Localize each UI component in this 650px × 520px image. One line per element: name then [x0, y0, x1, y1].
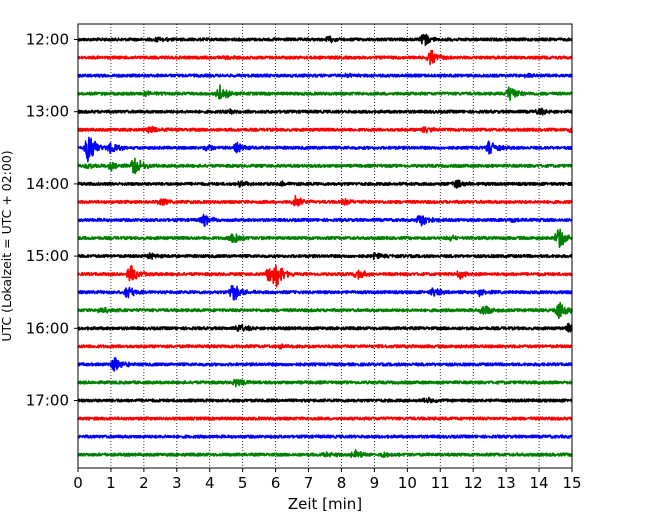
y-axis-label: UTC (Lokalzeit = UTC + 02:00) — [0, 150, 14, 341]
trace-line — [77, 49, 573, 66]
x-tick-label: 14 — [530, 474, 549, 492]
trace-line — [77, 322, 573, 333]
x-tick-label: 4 — [205, 474, 215, 492]
plot-area — [78, 24, 572, 468]
trace-line — [77, 157, 573, 175]
trace-line — [77, 378, 573, 388]
x-tick-label: 8 — [337, 474, 347, 492]
plot-frame — [77, 23, 573, 469]
trace-line — [77, 179, 573, 189]
trace-line — [77, 434, 573, 439]
trace-line — [77, 125, 573, 134]
trace-line — [77, 343, 573, 350]
trace-line — [77, 396, 573, 404]
trace-line — [77, 194, 573, 207]
trace-line — [77, 252, 573, 261]
trace-line — [77, 107, 573, 116]
x-axis-ticks: 0 1 2 3 4 5 6 7 8 9 10 11 12 13 14 15 — [73, 468, 582, 492]
y-tick-label: 15:00 — [26, 247, 69, 265]
trace-line — [77, 448, 573, 459]
x-tick-label: 10 — [398, 474, 417, 492]
y-tick-label: 13:00 — [26, 103, 69, 121]
x-tick-label: 6 — [271, 474, 281, 492]
x-tick-label: 12 — [464, 474, 483, 492]
trace-line — [77, 284, 573, 301]
trace-line — [77, 213, 573, 227]
trace-line — [77, 264, 573, 288]
trace-line — [77, 228, 573, 249]
trace-line — [77, 136, 573, 163]
trace-line — [77, 84, 573, 102]
x-tick-label: 5 — [238, 474, 248, 492]
x-axis-label: Zeit [min] — [288, 495, 362, 513]
x-tick-label: 3 — [172, 474, 182, 492]
y-axis-ticks: 12:00 13:00 14:00 15:00 16:00 17:00 — [26, 31, 78, 410]
grid-lines — [110, 24, 540, 468]
x-tick-label: 7 — [304, 474, 314, 492]
x-tick-label: 15 — [562, 474, 581, 492]
y-tick-label: 12:00 — [26, 31, 69, 49]
x-tick-label: 13 — [497, 474, 516, 492]
y-tick-label: 17:00 — [26, 392, 69, 410]
trace-line — [77, 301, 573, 320]
trace-line — [77, 357, 573, 372]
trace-line — [77, 416, 573, 421]
x-tick-label: 2 — [139, 474, 149, 492]
x-tick-label: 1 — [106, 474, 116, 492]
trace-line — [77, 72, 573, 79]
y-tick-label: 14:00 — [26, 175, 69, 193]
trace-line — [77, 33, 573, 47]
y-tick-label: 16:00 — [26, 319, 69, 337]
x-tick-label: 9 — [370, 474, 380, 492]
x-tick-label: 11 — [431, 474, 450, 492]
seismogram-traces — [77, 33, 573, 459]
x-tick-label: 0 — [73, 474, 83, 492]
